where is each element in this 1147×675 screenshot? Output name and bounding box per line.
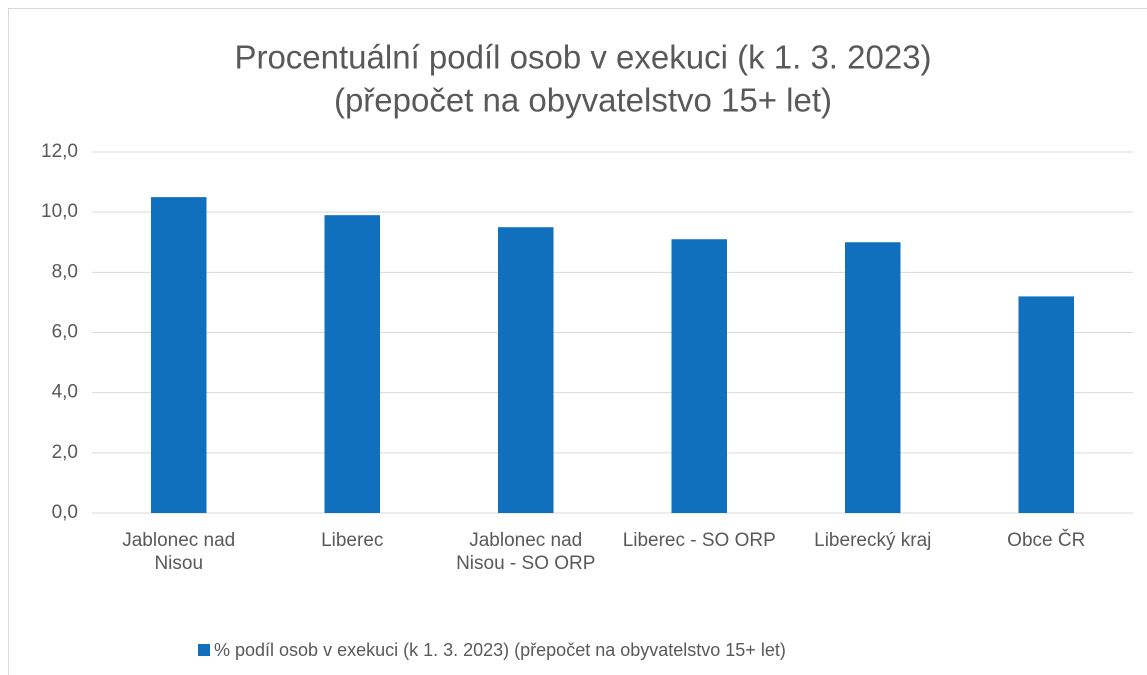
x-tick-label: Liberec — [321, 530, 384, 551]
x-tick-label: Liberec - SO ORP — [622, 530, 776, 551]
y-tick-label: 2,0 — [52, 442, 78, 463]
x-tick-label: Jablonec nad Nisou — [122, 530, 236, 574]
bar — [844, 242, 901, 513]
legend-label: % podíl osob v exekuci (k 1. 3. 2023) (p… — [214, 640, 786, 660]
y-tick-label: 6,0 — [52, 322, 78, 343]
bar — [671, 239, 728, 513]
bar — [150, 197, 207, 513]
y-tick-label: 8,0 — [52, 261, 78, 282]
chart-title: Procentuální podíl osob v exekuci (k 1. … — [234, 39, 931, 76]
y-tick-label: 12,0 — [41, 141, 78, 162]
bar — [497, 227, 554, 514]
legend-swatch — [198, 644, 210, 656]
y-tick-label: 0,0 — [52, 502, 78, 523]
y-tick-label: 4,0 — [52, 382, 78, 403]
bar — [1018, 296, 1075, 513]
y-tick-label: 10,0 — [41, 201, 78, 222]
x-tick-label: Liberecký kraj — [814, 530, 932, 551]
x-tick-label: Jablonec nad Nisou - SO ORP — [456, 530, 596, 574]
chart-frame — [8, 8, 1147, 675]
chart-title: (přepočet na obyvatelstvo 15+ let) — [334, 82, 832, 119]
x-tick-label: Obce ČR — [1007, 530, 1086, 551]
bar — [324, 215, 381, 514]
